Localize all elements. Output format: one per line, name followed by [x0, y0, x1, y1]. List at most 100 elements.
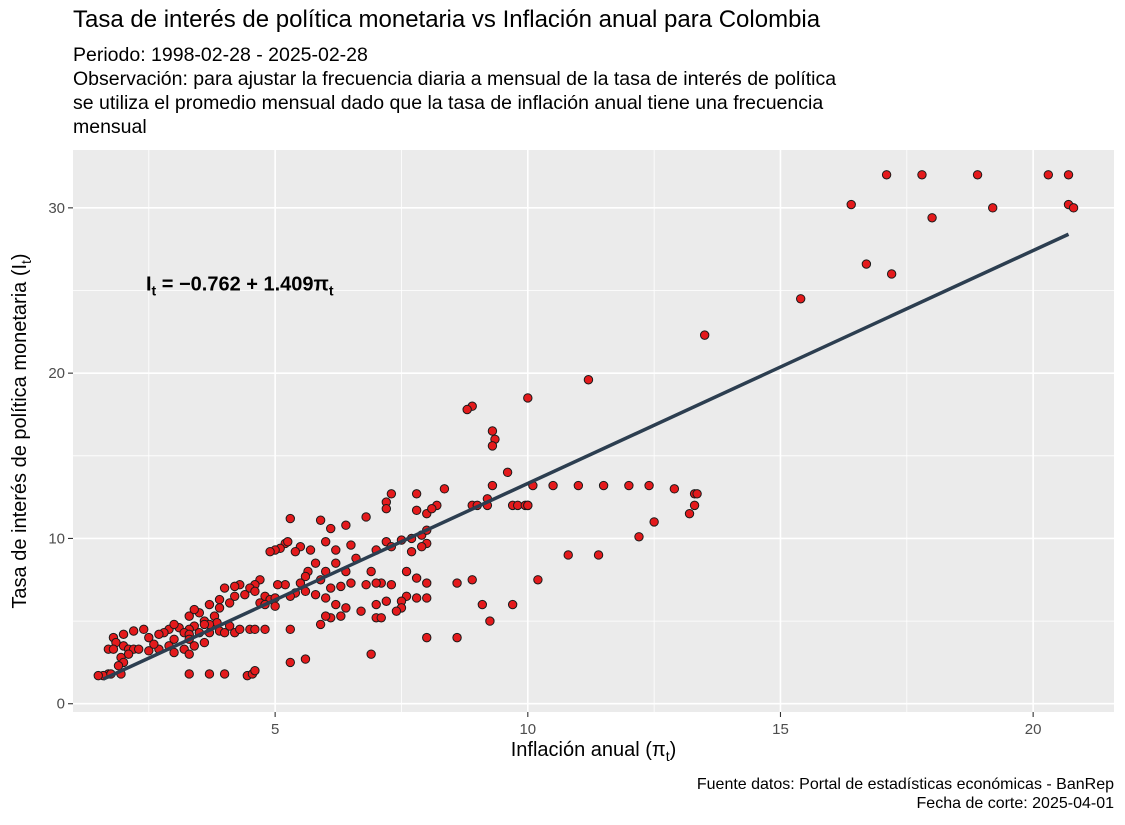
data-point — [361, 512, 371, 522]
y-tick-label: 20 — [48, 365, 65, 382]
data-point — [593, 550, 604, 560]
data-point — [411, 593, 422, 603]
data-point — [361, 580, 371, 590]
data-point — [235, 624, 245, 635]
data-point — [487, 426, 498, 436]
data-point — [204, 669, 215, 679]
data-point — [523, 500, 533, 511]
chart-subtitle: Periodo: 1998-02-28 - 2025-02-28 Observa… — [73, 43, 836, 139]
data-point — [462, 404, 472, 415]
data-point — [507, 599, 518, 610]
data-point — [416, 542, 427, 552]
caption-line: Fecha de corte: 2025-04-01 — [916, 794, 1114, 812]
data-point — [386, 580, 397, 590]
data-point — [169, 634, 179, 644]
data-point — [881, 170, 892, 180]
data-point — [411, 505, 422, 516]
data-point — [310, 558, 321, 568]
data-point — [861, 259, 872, 269]
data-point — [972, 170, 983, 180]
data-point — [154, 629, 164, 640]
major-gridlines — [73, 150, 1114, 712]
data-point — [219, 583, 230, 593]
data-point — [846, 199, 856, 210]
plot-panel — [73, 150, 1114, 712]
x-tick-label: 5 — [271, 721, 279, 738]
data-point — [381, 503, 392, 514]
data-point — [260, 624, 270, 635]
data-point — [123, 649, 134, 659]
data-point — [699, 330, 710, 340]
subtitle-line: Periodo: 1998-02-28 - 2025-02-28 — [73, 44, 368, 66]
data-point — [184, 611, 194, 621]
data-point — [795, 294, 806, 304]
data-point — [290, 546, 301, 557]
data-point — [169, 619, 179, 630]
data-point — [285, 657, 295, 668]
data-point — [214, 594, 225, 605]
data-point — [270, 601, 280, 611]
x-axis-title-text: Inflación anual (π — [511, 739, 666, 761]
data-point — [487, 441, 498, 451]
data-point — [371, 578, 381, 588]
data-point — [300, 571, 311, 582]
data-point — [310, 589, 321, 600]
subtitle-line: se utiliza el promedio mensual dado que … — [73, 92, 824, 114]
chart-title: Tasa de interés de política monetaria vs… — [73, 6, 821, 33]
data-point — [487, 480, 498, 491]
x-tick-label: 20 — [1025, 721, 1042, 738]
data-points — [93, 170, 1079, 681]
data-point — [649, 517, 659, 527]
y-tick-label: 30 — [48, 200, 65, 217]
data-point — [336, 611, 346, 621]
data-point — [598, 480, 609, 491]
data-point — [684, 508, 695, 519]
data-point — [422, 578, 432, 588]
y-axis-title-text: Tasa de interés de política monetaria (I — [9, 264, 31, 609]
data-point — [184, 669, 194, 679]
data-point — [634, 532, 644, 542]
data-point — [563, 550, 573, 560]
y-tick-label: 0 — [57, 696, 65, 713]
data-point — [371, 599, 381, 610]
data-point — [128, 626, 139, 636]
chart-caption: Fuente datos: Portal de estadísticas eco… — [697, 776, 1114, 813]
data-point — [118, 629, 129, 640]
data-point — [401, 566, 412, 577]
data-point — [548, 480, 558, 491]
data-point — [326, 523, 336, 534]
data-point — [533, 575, 543, 585]
axis-tick-labels: 5 10 15 20 0 10 20 30 — [48, 200, 1041, 738]
data-point — [917, 170, 927, 180]
x-axis-title-close: ) — [670, 739, 677, 761]
data-point — [427, 503, 437, 514]
data-point — [583, 375, 594, 385]
data-point — [139, 624, 149, 635]
data-point — [331, 599, 341, 610]
data-point — [189, 604, 199, 615]
data-point — [144, 632, 154, 643]
data-point — [523, 393, 533, 403]
subtitle-line: mensual — [73, 116, 147, 138]
data-point — [320, 611, 331, 621]
x-axis-title: Inflación anual (πt) — [511, 739, 677, 764]
data-point — [204, 599, 215, 610]
data-point — [346, 578, 356, 588]
data-point — [439, 484, 450, 494]
data-point — [250, 624, 260, 635]
y-tick-label: 10 — [48, 530, 65, 547]
data-point — [305, 545, 316, 555]
data-point — [422, 593, 432, 603]
data-point — [250, 586, 260, 597]
data-point — [300, 654, 311, 664]
x-axis-title-subscript: t — [666, 748, 670, 764]
data-point — [320, 593, 331, 603]
data-point — [927, 213, 937, 223]
subtitle-line: Observación: para ajustar la frecuencia … — [73, 68, 837, 90]
data-point — [283, 537, 293, 547]
data-point — [230, 591, 240, 601]
data-point — [214, 603, 225, 613]
data-point — [108, 644, 119, 654]
data-point — [149, 639, 159, 649]
